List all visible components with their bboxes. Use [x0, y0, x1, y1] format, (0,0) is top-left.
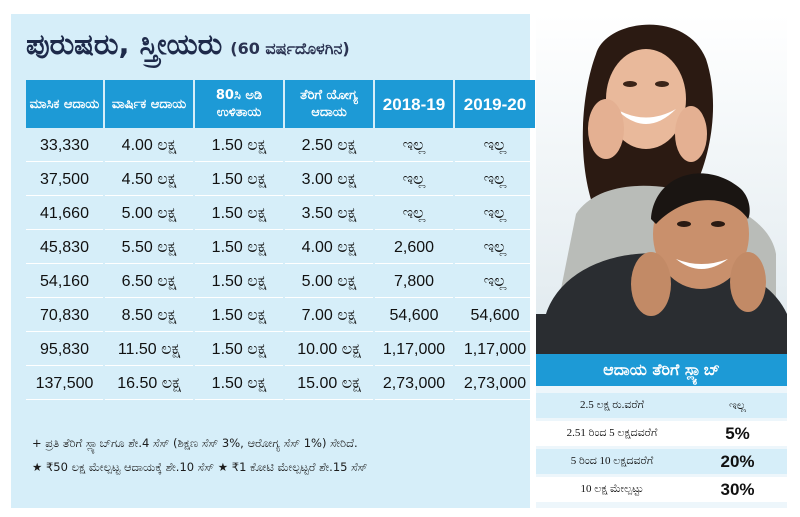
slab-rate: 30%	[688, 477, 787, 502]
taxable-income-cell: 7.00 ಲಕ್ಷ	[285, 300, 373, 332]
tax-2019-20-cell: 1,17,000	[455, 334, 535, 366]
monthly-income-cell: 137,500	[26, 368, 103, 400]
table-row: 41,660 5.00 ಲಕ್ಷ 1.50 ಲಕ್ಷ 3.50 ಲಕ್ಷ ಇಲ್ಲ ಇಲ್…	[26, 198, 535, 230]
annual-income-cell: 5.50 ಲಕ್ಷ	[105, 232, 193, 264]
savings-80c-cell: 1.50 ಲಕ್ಷ	[195, 130, 283, 162]
tax-2019-20-cell: 54,600	[455, 300, 535, 332]
annual-income-cell: 4.50 ಲಕ್ಷ	[105, 164, 193, 196]
column-header-2019-20: 2019-20	[455, 80, 535, 128]
savings-80c-cell: 1.50 ಲಕ್ಷ	[195, 232, 283, 264]
title-main: ಪುರುಷರು, ಸ್ತ್ರೀಯರು	[26, 27, 223, 61]
savings-80c-cell: 1.50 ಲಕ್ಷ	[195, 164, 283, 196]
savings-80c-cell: 1.50 ಲಕ್ಷ	[195, 198, 283, 230]
monthly-income-cell: 70,830	[26, 300, 103, 332]
slab-range: 2.5 ಲಕ್ಷ ರು.ವರೆಗೆ	[536, 393, 688, 418]
slab-range: 5 ರಿಂದ 10 ಲಕ್ಷದವರೆಗೆ	[536, 449, 688, 474]
table-row: 95,830 11.50 ಲಕ್ಷ 1.50 ಲಕ್ಷ 10.00 ಲಕ್ಷ 1,17,…	[26, 334, 535, 366]
column-header-monthly-income: ಮಾಸಿಕ ಆದಾಯ	[26, 80, 103, 128]
monthly-income-cell: 41,660	[26, 198, 103, 230]
tax-2019-20-cell: ಇಲ್ಲ	[455, 164, 535, 196]
slab-row: 2.5 ಲಕ್ಷ ರು.ವರೆಗೆ ಇಲ್ಲ	[536, 393, 787, 418]
table-row: 70,830 8.50 ಲಕ್ಷ 1.50 ಲಕ್ಷ 7.00 ಲಕ್ಷ 54,600 5…	[26, 300, 535, 332]
monthly-income-cell: 37,500	[26, 164, 103, 196]
slab-rate: 5%	[688, 421, 787, 446]
taxable-income-cell: 15.00 ಲಕ್ಷ	[285, 368, 373, 400]
slab-row: 10 ಲಕ್ಷ ಮೇಲ್ಪಟ್ಟು 30%	[536, 477, 787, 502]
savings-80c-cell: 1.50 ಲಕ್ಷ	[195, 266, 283, 298]
slab-range: 2.51 ರಿಂದ 5 ಲಕ್ಷದವರೆಗೆ	[536, 421, 688, 446]
taxable-income-cell: 2.50 ಲಕ್ಷ	[285, 130, 373, 162]
table-row: 37,500 4.50 ಲಕ್ಷ 1.50 ಲಕ್ಷ 3.00 ಲಕ್ಷ ಇಲ್ಲ ಇಲ್…	[26, 164, 535, 196]
tax-2019-20-cell: ಇಲ್ಲ	[455, 130, 535, 162]
tax-2018-19-cell: 2,600	[375, 232, 453, 264]
annual-income-cell: 16.50 ಲಕ್ಷ	[105, 368, 193, 400]
taxable-income-cell: 3.00 ಲಕ್ಷ	[285, 164, 373, 196]
taxable-income-cell: 3.50 ಲಕ್ಷ	[285, 198, 373, 230]
table-row: 137,500 16.50 ಲಕ್ಷ 1.50 ಲಕ್ಷ 15.00 ಲಕ್ಷ 2,73…	[26, 368, 535, 400]
slab-table: 2.5 ಲಕ್ಷ ರು.ವರೆಗೆ ಇಲ್ಲ 2.51 ರಿಂದ 5 ಲಕ್ಷದ…	[536, 390, 787, 505]
annual-income-cell: 5.00 ಲಕ್ಷ	[105, 198, 193, 230]
slab-rate: 20%	[688, 449, 787, 474]
tax-2018-19-cell: 2,73,000	[375, 368, 453, 400]
tax-2019-20-cell: 2,73,000	[455, 368, 535, 400]
annual-income-cell: 4.00 ಲಕ್ಷ	[105, 130, 193, 162]
taxable-income-cell: 5.00 ಲಕ್ಷ	[285, 266, 373, 298]
slab-row: 5 ರಿಂದ 10 ಲಕ್ಷದವರೆಗೆ 20%	[536, 449, 787, 474]
taxable-income-cell: 4.00 ಲಕ್ಷ	[285, 232, 373, 264]
tax-2019-20-cell: ಇಲ್ಲ	[455, 198, 535, 230]
column-header-taxable-income: ತೆರಿಗೆ ಯೋಗ್ಯ ಆದಾಯ	[285, 80, 373, 128]
column-header-2018-19: 2018-19	[375, 80, 453, 128]
slab-rate: ಇಲ್ಲ	[688, 393, 787, 418]
table-row: 54,160 6.50 ಲಕ್ಷ 1.50 ಲಕ್ಷ 5.00 ಲಕ್ಷ 7,800 ಇಲ…	[26, 266, 535, 298]
savings-80c-cell: 1.50 ಲಕ್ಷ	[195, 368, 283, 400]
tax-2018-19-cell: 54,600	[375, 300, 453, 332]
monthly-income-cell: 45,830	[26, 232, 103, 264]
tax-2019-20-cell: ಇಲ್ಲ	[455, 266, 535, 298]
column-header-annual-income: ವಾರ್ಷಿಕ ಆದಾಯ	[105, 80, 193, 128]
tax-table: ಮಾಸಿಕ ಆದಾಯ ವಾರ್ಷಿಕ ಆದಾಯ 80ಸಿ ಅಡಿ ಉಳಿತಾಯ …	[24, 78, 537, 402]
slab-title: ಆದಾಯ ತೆರಿಗೆ ಸ್ಲ್ಯಾಬ್	[536, 354, 787, 386]
footnote-surcharge: ★ ₹50 ಲಕ್ಷ ಮೇಲ್ಪಟ್ಟ ಆದಾಯಕ್ಕೆ ಶೇ.10 ಸೆಸ್ …	[32, 460, 368, 474]
savings-80c-cell: 1.50 ಲಕ್ಷ	[195, 300, 283, 332]
tax-2018-19-cell: 7,800	[375, 266, 453, 298]
slab-range: 10 ಲಕ್ಷ ಮೇಲ್ಪಟ್ಟು	[536, 477, 688, 502]
tax-table-header: ಮಾಸಿಕ ಆದಾಯ ವಾರ್ಷಿಕ ಆದಾಯ 80ಸಿ ಅಡಿ ಉಳಿತಾಯ …	[26, 80, 535, 128]
footnotes: + ಪ್ರತಿ ತೆರಿಗೆ ಸ್ಲ್ಯಾಬ್‌ಗೂ ಶೇ.4 ಸೆಸ್ (ಶಿ…	[32, 431, 527, 479]
title-subtitle: (60 ವರ್ಷದೊಳಗಿನ)	[230, 39, 350, 58]
tax-2018-19-cell: 1,17,000	[375, 334, 453, 366]
tax-table-body: 33,330 4.00 ಲಕ್ಷ 1.50 ಲಕ್ಷ 2.50 ಲಕ್ಷ ಇಲ್ಲ ಇಲ್…	[26, 130, 535, 400]
column-header-80c-savings: 80ಸಿ ಅಡಿ ಉಳಿತಾಯ	[195, 80, 283, 128]
monthly-income-cell: 33,330	[26, 130, 103, 162]
taxable-income-cell: 10.00 ಲಕ್ಷ	[285, 334, 373, 366]
annual-income-cell: 8.50 ಲಕ್ಷ	[105, 300, 193, 332]
monthly-income-cell: 54,160	[26, 266, 103, 298]
table-row: 45,830 5.50 ಲಕ್ಷ 1.50 ಲಕ್ಷ 4.00 ಲಕ್ಷ 2,600 ಇಲ…	[26, 232, 535, 264]
page-title: ಪುರುಷರು, ಸ್ತ್ರೀಯರು (60 ವರ್ಷದೊಳಗಿನ)	[26, 22, 350, 66]
couple-photo	[536, 14, 787, 354]
tax-2018-19-cell: ಇಲ್ಲ	[375, 164, 453, 196]
monthly-income-cell: 95,830	[26, 334, 103, 366]
table-row: 33,330 4.00 ಲಕ್ಷ 1.50 ಲಕ್ಷ 2.50 ಲಕ್ಷ ಇಲ್ಲ ಇಲ್…	[26, 130, 535, 162]
savings-80c-cell: 1.50 ಲಕ್ಷ	[195, 334, 283, 366]
annual-income-cell: 11.50 ಲಕ್ಷ	[105, 334, 193, 366]
slab-row: 2.51 ರಿಂದ 5 ಲಕ್ಷದವರೆಗೆ 5%	[536, 421, 787, 446]
tax-2019-20-cell: ಇಲ್ಲ	[455, 232, 535, 264]
tax-2018-19-cell: ಇಲ್ಲ	[375, 130, 453, 162]
footnote-cess: + ಪ್ರತಿ ತೆರಿಗೆ ಸ್ಲ್ಯಾಬ್‌ಗೂ ಶೇ.4 ಸೆಸ್ (ಶಿ…	[32, 436, 358, 450]
annual-income-cell: 6.50 ಲಕ್ಷ	[105, 266, 193, 298]
tax-2018-19-cell: ಇಲ್ಲ	[375, 198, 453, 230]
